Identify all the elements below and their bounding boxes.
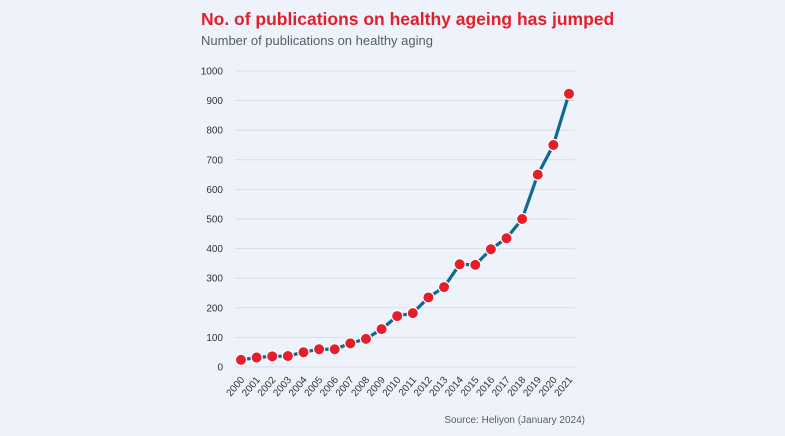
data-point xyxy=(562,87,576,100)
y-tick-label: 600 xyxy=(206,185,223,196)
data-point xyxy=(437,280,451,294)
data-point xyxy=(484,242,498,256)
data-point xyxy=(375,322,388,336)
data-point xyxy=(453,258,466,271)
y-tick-label: 400 xyxy=(206,244,223,255)
y-tick-label: 200 xyxy=(206,303,223,314)
y-tick-label: 500 xyxy=(206,215,223,226)
data-point xyxy=(266,350,279,363)
data-point xyxy=(406,306,420,320)
data-point xyxy=(297,346,310,359)
data-point xyxy=(469,258,482,272)
y-tick-label: 0 xyxy=(217,363,223,374)
y-tick-label: 800 xyxy=(206,126,223,137)
y-tick-label: 1000 xyxy=(201,67,224,78)
data-point xyxy=(359,332,373,346)
data-point xyxy=(344,337,357,350)
data-point xyxy=(250,351,263,364)
y-tick-label: 100 xyxy=(206,333,223,344)
data-point xyxy=(328,343,341,356)
data-point xyxy=(531,168,544,181)
y-tick-label: 300 xyxy=(206,274,223,285)
data-point xyxy=(390,309,404,323)
data-point xyxy=(234,353,248,367)
chart-title: No. of publications on healthy ageing ha… xyxy=(201,9,615,29)
y-tick-label: 700 xyxy=(206,155,223,166)
data-point xyxy=(547,138,560,152)
data-point xyxy=(422,291,435,304)
x-tick-label: 2021 xyxy=(553,375,576,399)
chart-subtitle: Number of publications on healthy aging xyxy=(201,33,433,48)
data-point xyxy=(515,212,529,226)
data-point xyxy=(281,349,295,363)
y-tick-label: 900 xyxy=(206,96,223,107)
source-note: Source: Heliyon (January 2024) xyxy=(444,415,585,426)
data-point xyxy=(312,343,326,356)
series-line xyxy=(240,93,571,362)
data-point xyxy=(500,232,513,245)
